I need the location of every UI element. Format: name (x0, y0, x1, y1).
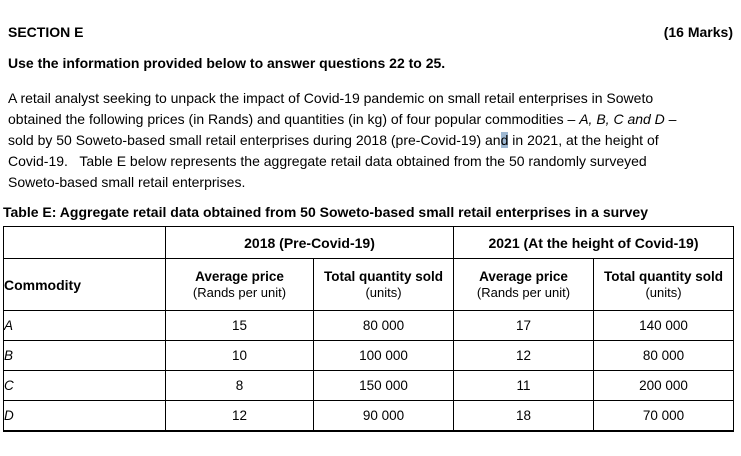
paragraph-line: Soweto-based small retail enterprises. (8, 172, 733, 193)
cell-commodity: A (3, 310, 166, 341)
table-e: 2018 (Pre-Covid-19) 2021 (At the height … (3, 226, 734, 432)
section-title: SECTION E (8, 24, 84, 40)
cell-qty-2021: 70 000 (593, 400, 734, 431)
cell-qty-2021: 140 000 (593, 310, 734, 341)
col-group-2018: 2018 (Pre-Covid-19) (165, 226, 454, 259)
instruction-text: Use the information provided below to an… (8, 55, 446, 71)
header-title: Total quantity sold (324, 269, 443, 284)
cell-qty-2021: 200 000 (593, 370, 734, 401)
cell-commodity: C (3, 370, 166, 401)
cell-price-2018: 10 (165, 340, 314, 371)
cell-price-2021: 12 (453, 340, 594, 371)
paragraph-text: Soweto-based small retail enterprises. (8, 174, 246, 190)
cell-price-2018: 12 (165, 400, 314, 431)
header-title: Total quantity sold (604, 269, 723, 284)
table-row-c: C 8 150 000 11 200 000 (3, 370, 734, 401)
cell-price-2018: 8 (165, 370, 314, 401)
empty-corner-cell (3, 226, 166, 259)
header-avg-price-2021: Average price (Rands per unit) (453, 258, 594, 311)
header-subtitle: (units) (645, 285, 682, 300)
cell-qty-2018: 150 000 (313, 370, 454, 401)
column-header-row: Commodity Average price (Rands per unit)… (3, 258, 734, 311)
header-qty-2021: Total quantity sold (units) (593, 258, 734, 311)
header-title: Average price (479, 269, 568, 284)
paragraph-line: sold by 50 Soweto-based small retail ent… (8, 130, 733, 151)
header-qty-2018: Total quantity sold (units) (313, 258, 454, 311)
cell-qty-2018: 90 000 (313, 400, 454, 431)
marks-label: (16 Marks) (663, 24, 733, 40)
header-avg-price-2018: Average price (Rands per unit) (165, 258, 314, 311)
table-caption: Table E: Aggregate retail data obtained … (3, 204, 648, 220)
cell-qty-2021: 80 000 (593, 340, 734, 371)
paragraph-text: – (664, 111, 677, 127)
cell-price-2021: 17 (453, 310, 594, 341)
intro-paragraph: A retail analyst seeking to unpack the i… (8, 88, 733, 193)
header-title: Average price (195, 269, 284, 284)
document-page: SECTION E (16 Marks) Use the information… (3, 25, 734, 432)
cell-commodity: B (3, 340, 166, 371)
cell-qty-2018: 100 000 (313, 340, 454, 371)
italic-text: A, B, C and D (579, 111, 665, 127)
paragraph-text: Covid-19. Table E below represents the a… (8, 153, 647, 169)
paragraph-line: A retail analyst seeking to unpack the i… (8, 88, 733, 109)
paragraph-line: obtained the following prices (in Rands)… (8, 109, 733, 130)
cell-qty-2018: 80 000 (313, 310, 454, 341)
paragraph-text: in 2021, at the height of (508, 132, 659, 148)
paragraph-line: Covid-19. Table E below represents the a… (8, 151, 733, 172)
col-group-2021: 2021 (At the height of Covid-19) (453, 226, 734, 259)
cell-price-2018: 15 (165, 310, 314, 341)
table-row-d: D 12 90 000 18 70 000 (3, 400, 734, 431)
header-subtitle: (Rands per unit) (476, 285, 571, 300)
table-row-a: A 15 80 000 17 140 000 (3, 310, 734, 341)
header-subtitle: (units) (365, 285, 402, 300)
selected-text: d (500, 132, 509, 148)
paragraph-text: obtained the following prices (in Rands)… (8, 111, 580, 127)
table-row-b: B 10 100 000 12 80 000 (3, 340, 734, 371)
paragraph-text: A retail analyst seeking to unpack the i… (8, 90, 654, 106)
cell-price-2021: 11 (453, 370, 594, 401)
paragraph-text: sold by 50 Soweto-based small retail ent… (8, 132, 501, 148)
header-subtitle: (Rands per unit) (192, 285, 287, 300)
cell-price-2021: 18 (453, 400, 594, 431)
year-header-row: 2018 (Pre-Covid-19) 2021 (At the height … (3, 226, 734, 259)
cell-commodity: D (3, 400, 166, 431)
section-header: SECTION E (16 Marks) (8, 25, 733, 40)
header-commodity: Commodity (3, 258, 166, 311)
